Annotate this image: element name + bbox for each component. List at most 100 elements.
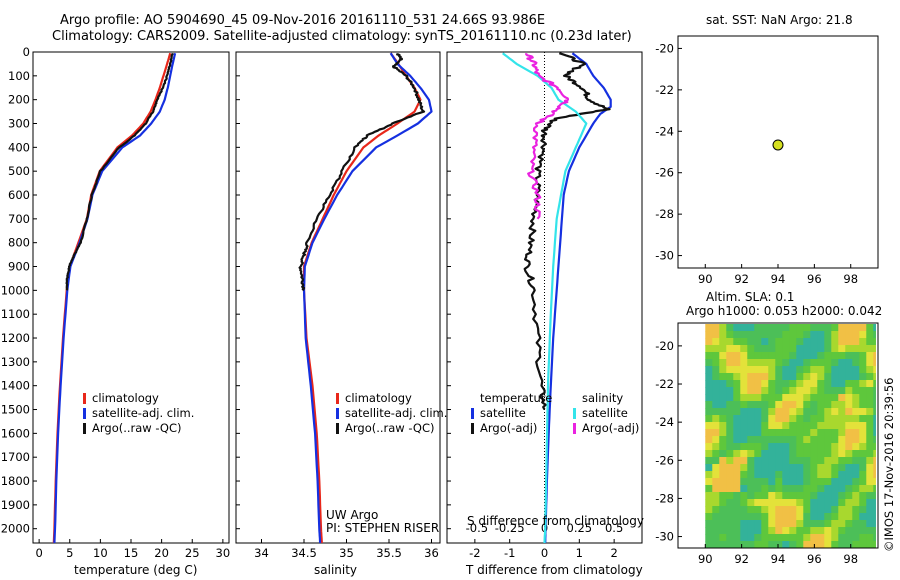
heatmap-cell [873,373,876,381]
heatmap-cell [719,457,727,465]
heatmap-cell [845,345,853,353]
heatmap-cell [831,506,839,514]
heatmap-cell [768,359,776,367]
heatmap-cell [782,352,790,360]
imos-credit: ©IMOS 17-Nov-2016 20:39:56 [882,377,896,552]
heatmap-cell [831,338,839,346]
heatmap-cell [852,513,860,521]
argo-position-marker [772,139,784,151]
heatmap-cell [719,394,727,402]
series-salinity-satellite-adj-clim [302,52,433,544]
heatmap-cell [866,520,874,528]
heatmap-cell [775,380,783,388]
heatmap-cell [810,499,818,507]
ytick-label-1800: 1800 [1,474,30,488]
heatmap-cell [803,485,811,493]
heatmap-cell [789,436,797,444]
heatmap-cell [782,345,790,353]
heatmap-cell [838,331,846,339]
heatmap-cell [789,387,797,395]
xtick-label-temperature-6: 30 [216,546,231,560]
heatmap-cell [866,492,874,500]
heatmap-cell [768,541,776,548]
heatmap-cell [705,352,713,360]
heatmap-cell [803,387,811,395]
heatmap-cell [768,492,776,500]
heatmap-cell [845,415,853,423]
heatmap-cell [852,485,860,493]
heatmap-cell [873,359,876,367]
heatmap-cell [817,485,825,493]
heatmap-cell [810,429,818,437]
legend-title-temperature: temperature [480,391,553,405]
heatmap-cell [754,436,762,444]
heatmap-cell [782,394,790,402]
heatmap-cell [831,478,839,486]
heatmap-cell [859,492,867,500]
heatmap-cell [719,373,727,381]
heatmap-cell [740,513,748,521]
heatmap-cell [789,443,797,451]
heatmap-cell [768,464,776,472]
heatmap-cell [726,380,734,388]
legend-swatch-argo [83,423,86,434]
heatmap-cell [712,401,720,409]
heatmap-cell [838,471,846,479]
salinity-axis-label: salinity [314,563,358,577]
heatmap-cell [789,478,797,486]
heatmap-cell [859,373,867,381]
heatmap-cell [775,443,783,451]
heatmap-cell [719,534,727,542]
heatmap-cell [838,366,846,374]
map-ytick-label--24: -24 [655,415,674,429]
heatmap-cell [789,366,797,374]
heatmap-cell [754,359,762,367]
heatmap-cell [852,331,860,339]
heatmap-cell [845,534,853,542]
heatmap-cell [803,436,811,444]
heatmap-cell [838,513,846,521]
heatmap-cell [845,408,853,416]
heatmap-cell [824,415,832,423]
heatmap-cell [754,366,762,374]
heatmap-cell [768,324,776,332]
heatmap-cell [873,534,876,542]
heatmap-cell [796,415,804,423]
heatmap-cell [873,394,876,402]
heatmap-cell [817,520,825,528]
heatmap-cell [719,380,727,388]
heatmap-cell [831,513,839,521]
map-xtick-label-96: 96 [807,552,822,566]
heatmap-cell [768,401,776,409]
heatmap-cell [838,373,846,381]
heatmap-cell [803,429,811,437]
heatmap-cell [838,324,846,332]
heatmap-cell [740,492,748,500]
heatmap-cell [705,324,713,332]
heatmap-cell [859,401,867,409]
heatmap-cell [747,457,755,465]
heatmap-cell [733,429,741,437]
heatmap-cell [761,499,769,507]
heatmap-cell [747,359,755,367]
heatmap-cell [866,527,874,535]
map-ytick-label--28: -28 [655,207,674,221]
heatmap-cell [859,422,867,430]
heatmap-cell [740,541,748,548]
map-xtick-label-90: 90 [698,272,713,286]
heatmap-cell [761,527,769,535]
heatmap-cell [852,478,860,486]
heatmap-cell [747,478,755,486]
heatmap-cell [712,450,720,458]
heatmap-cell [705,401,713,409]
heatmap-cell [789,492,797,500]
heatmap-cell [754,345,762,353]
heatmap-cell [733,464,741,472]
heatmap-cell [754,429,762,437]
heatmap-cell [845,352,853,360]
heatmap-cell [782,478,790,486]
figure-title-line2: Climatology: CARS2009. Satellite-adjuste… [52,29,632,44]
heatmap-cell [775,387,783,395]
heatmap-cell [831,443,839,451]
